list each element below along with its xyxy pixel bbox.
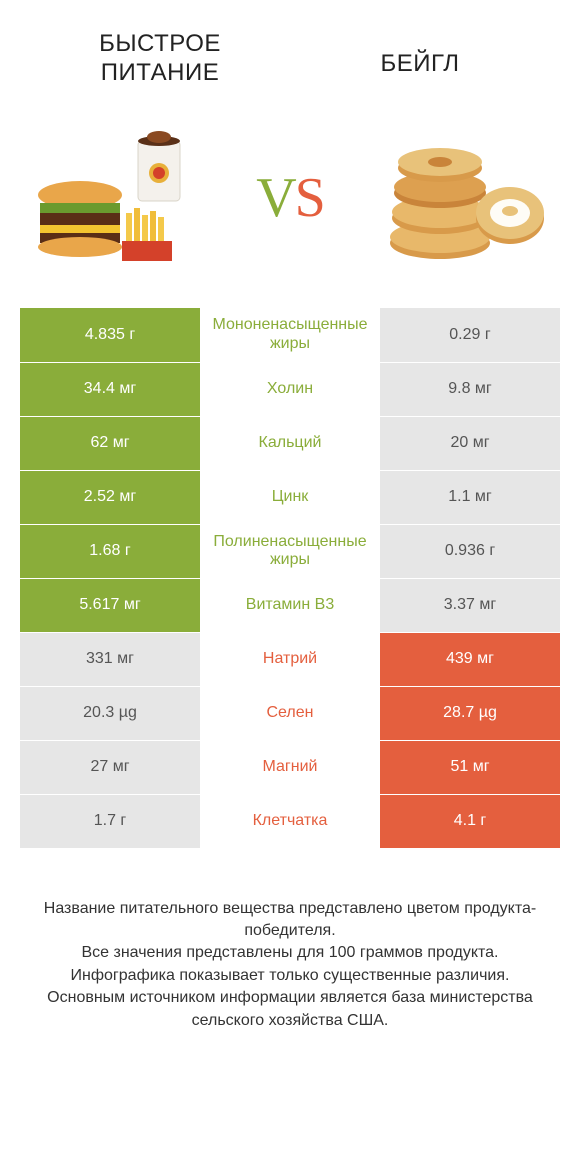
comparison-table: 4.835 гМононенасыщенные жиры0.29 г34.4 м… [20,308,560,848]
table-row: 34.4 мгХолин9.8 мг [20,362,560,416]
cell-left: 27 мг [20,741,200,794]
table-row: 2.52 мгЦинк1.1 мг [20,470,560,524]
footer-line: Основным источником информации является … [30,987,550,1032]
images-row: VS [0,98,580,308]
cell-nutrient: Цинк [200,471,380,524]
table-row: 1.7 гКлетчатка4.1 г [20,794,560,848]
footer-line: Название питательного вещества представл… [30,898,550,943]
cell-right: 51 мг [380,741,560,794]
vs-v: V [256,167,294,229]
table-row: 27 мгМагний51 мг [20,740,560,794]
fastfood-image [30,123,210,273]
cell-nutrient: Клетчатка [200,795,380,848]
table-row: 62 мгКальций20 мг [20,416,560,470]
title-right: БЕЙГЛ [320,30,520,79]
cell-left: 20.3 µg [20,687,200,740]
cell-left: 5.617 мг [20,579,200,632]
footer-line: Инфографика показывает только существенн… [30,965,550,987]
table-row: 4.835 гМононенасыщенные жиры0.29 г [20,308,560,362]
table-row: 20.3 µgСелен28.7 µg [20,686,560,740]
cell-nutrient: Мононенасыщенные жиры [200,308,380,362]
cell-left: 1.7 г [20,795,200,848]
cell-nutrient: Магний [200,741,380,794]
cell-left: 2.52 мг [20,471,200,524]
table-row: 5.617 мгВитамин B33.37 мг [20,578,560,632]
table-row: 331 мгНатрий439 мг [20,632,560,686]
cell-left: 62 мг [20,417,200,470]
vs-s: S [295,167,324,229]
cell-right: 1.1 мг [380,471,560,524]
cell-right: 28.7 µg [380,687,560,740]
header: БЫСТРОЕ ПИТАНИЕ БЕЙГЛ [0,0,580,98]
title-left: БЫСТРОЕ ПИТАНИЕ [60,30,260,88]
cell-right: 0.936 г [380,525,560,578]
footer: Название питательного вещества представл… [0,848,580,1032]
cell-left: 1.68 г [20,525,200,578]
cell-nutrient: Витамин B3 [200,579,380,632]
vs-label: VS [256,166,324,230]
cell-left: 331 мг [20,633,200,686]
cell-nutrient: Полиненасыщенные жиры [200,525,380,578]
cell-left: 4.835 г [20,308,200,362]
bagel-image [370,123,550,273]
cell-right: 20 мг [380,417,560,470]
cell-nutrient: Натрий [200,633,380,686]
cell-left: 34.4 мг [20,363,200,416]
table-row: 1.68 гПолиненасыщенные жиры0.936 г [20,524,560,578]
cell-nutrient: Кальций [200,417,380,470]
cell-nutrient: Селен [200,687,380,740]
cell-right: 0.29 г [380,308,560,362]
cell-nutrient: Холин [200,363,380,416]
cell-right: 4.1 г [380,795,560,848]
cell-right: 9.8 мг [380,363,560,416]
cell-right: 3.37 мг [380,579,560,632]
footer-line: Все значения представлены для 100 граммо… [30,942,550,964]
cell-right: 439 мг [380,633,560,686]
